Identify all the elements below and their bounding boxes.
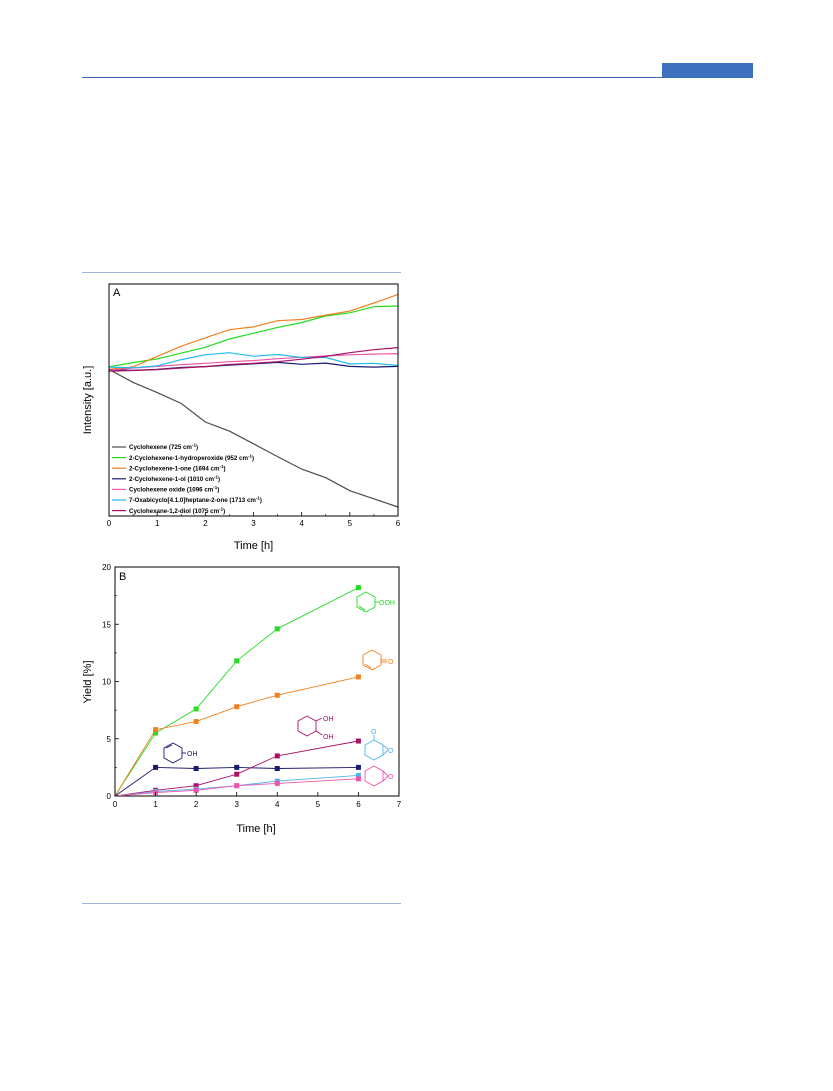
chart-a-x-tick-label: 3 bbox=[251, 519, 256, 528]
chart-a-x-tick-label: 1 bbox=[155, 519, 160, 528]
chart-b: 0 1 2 3 4 5 6 7 0 5 10 15 20 B Time [h] Yield [%] O… bbox=[82, 563, 402, 835]
chart-a: 0 1 2 3 4 5 6 A Time [h] Intensity [a.u.] Cycl… bbox=[82, 283, 401, 552]
chart-a-x-tick-label: 4 bbox=[299, 519, 304, 528]
chart-b-x-tick-label: 7 bbox=[397, 800, 402, 809]
chart-b-x-tick-label: 4 bbox=[275, 800, 280, 809]
chart-b-x-tick-label: 2 bbox=[194, 800, 199, 809]
chart-a-legend-label: 2-Cyclohexene-1-hydroperoxide (952 cm-1) bbox=[129, 453, 254, 462]
chart-a-legend-label: Cyclohexene (725 cm-1) bbox=[129, 443, 198, 452]
chart-b-data-point bbox=[193, 719, 199, 725]
chart-a-legend-label: 2-Cyclohexene-1-one (1694 cm-1) bbox=[129, 464, 226, 473]
chart-b-series-line-2 bbox=[114, 766, 359, 797]
figure-top-rule bbox=[82, 272, 401, 273]
chart-b-x-tick-label: 3 bbox=[234, 800, 239, 809]
chart-a-series-group bbox=[108, 293, 399, 508]
chart-a-legend-label: Cyclohexane-1,2-diol (1075 cm-1) bbox=[129, 506, 225, 515]
chart-b-series-line-0 bbox=[114, 587, 359, 797]
chart-a-series-line-0 bbox=[108, 368, 399, 508]
chart-b-data-point bbox=[274, 753, 280, 759]
chart-b-data-point bbox=[355, 674, 361, 680]
epoxyketone-carbonyl-label: O bbox=[371, 729, 377, 736]
diol-label-top: OH bbox=[323, 716, 334, 723]
chart-b-data-point bbox=[234, 764, 240, 770]
chart-b-series-line-5 bbox=[114, 778, 359, 797]
epoxide-structure bbox=[364, 765, 389, 787]
chart-a-x-tick-label: 5 bbox=[348, 519, 353, 528]
chart-b-data-point bbox=[355, 772, 361, 778]
chart-b-y-tick-label: 5 bbox=[107, 735, 112, 744]
chart-a-x-tick-label: 2 bbox=[203, 519, 208, 528]
chart-b-data-point bbox=[355, 764, 361, 770]
chart-a-panel-label: A bbox=[113, 287, 121, 299]
chart-b-data-point bbox=[193, 706, 199, 712]
chart-a-x-tick-label: 0 bbox=[107, 519, 112, 528]
chart-a-legend-label: Cyclohexene oxide (1096 cm-1) bbox=[129, 485, 219, 494]
diol-structure bbox=[297, 715, 323, 737]
ketone-label: O bbox=[388, 659, 394, 666]
chart-a-series-line-6 bbox=[108, 347, 399, 372]
chart-b-data-point bbox=[193, 766, 199, 772]
epoxyketone-epoxide-label: O bbox=[388, 748, 394, 755]
epoxyketone-structure bbox=[364, 735, 389, 761]
chart-b-series-line-4 bbox=[114, 774, 359, 797]
chart-b-x-tick-label: 5 bbox=[316, 800, 321, 809]
chart-b-data-point bbox=[274, 626, 280, 632]
chart-b-series-line-3 bbox=[114, 740, 359, 797]
chart-b-x-tick-label: 1 bbox=[153, 800, 158, 809]
chart-b-data-point bbox=[153, 730, 159, 736]
alcohol-structure bbox=[163, 742, 186, 764]
header-tab bbox=[662, 63, 753, 77]
chart-b-data-point bbox=[153, 727, 159, 733]
chart-b-data-point bbox=[234, 704, 240, 710]
chart-b-y-tick-label: 20 bbox=[102, 563, 111, 572]
chart-b-x-axis-title: Time [h] bbox=[236, 823, 275, 835]
chart-a-y-axis-title: Intensity [a.u.] bbox=[82, 366, 94, 434]
chart-b-series-group bbox=[114, 585, 361, 797]
chart-b-data-point bbox=[234, 658, 240, 664]
chart-b-data-point bbox=[153, 764, 159, 770]
chart-b-data-point bbox=[193, 787, 199, 793]
chart-b-panel-label: B bbox=[119, 571, 126, 583]
chart-b-plot-frame bbox=[114, 566, 400, 797]
chart-a-legend-label: 7-Oxabicyclo[4.1.0]heptane-2-one (1713 c… bbox=[129, 496, 262, 505]
chart-b-data-point bbox=[234, 783, 240, 789]
chart-b-y-tick-label: 15 bbox=[102, 620, 111, 629]
chart-a-series-line-1 bbox=[108, 305, 399, 368]
chart-b-data-point bbox=[274, 692, 280, 698]
chart-a-legend-label: 2-Cyclohexene-1-ol (1010 cm-1) bbox=[129, 475, 220, 484]
chart-a-legend: Cyclohexene (725 cm-1)2-Cyclohexene-1-hy… bbox=[112, 443, 262, 515]
chart-b-series-line-1 bbox=[114, 676, 359, 797]
chart-b-data-point bbox=[355, 738, 361, 744]
chart-b-x-axis: 0 1 2 3 4 5 6 7 bbox=[113, 792, 402, 809]
chart-b-y-axis-title: Yield [%] bbox=[82, 660, 94, 703]
header-rule bbox=[82, 77, 753, 78]
hydroperoxide-label: OOH bbox=[379, 600, 395, 607]
chart-b-data-point bbox=[234, 771, 240, 777]
figure-bottom-rule bbox=[82, 903, 401, 904]
chart-a-series-line-5 bbox=[108, 352, 399, 369]
chart-a-x-tick-label: 6 bbox=[396, 519, 401, 528]
chart-a-x-axis-title: Time [h] bbox=[234, 540, 273, 552]
chart-b-x-tick-label: 6 bbox=[356, 800, 361, 809]
chart-a-series-line-2 bbox=[108, 293, 399, 370]
epoxide-label: O bbox=[388, 774, 394, 781]
chart-b-data-point bbox=[355, 776, 361, 782]
chart-b-data-point bbox=[355, 585, 361, 591]
chart-b-data-point bbox=[274, 780, 280, 786]
alcohol-label: OH bbox=[187, 751, 198, 758]
chart-a-x-axis: 0 1 2 3 4 5 6 bbox=[107, 512, 401, 528]
chart-b-data-point bbox=[274, 766, 280, 772]
chart-b-x-tick-label: 0 bbox=[113, 800, 118, 809]
ketone-structure bbox=[362, 649, 387, 671]
chart-b-data-point bbox=[193, 783, 199, 789]
chart-b-y-axis: 0 5 10 15 20 bbox=[102, 563, 119, 801]
hydroperoxide-structure bbox=[356, 591, 379, 613]
diol-label-bottom: OH bbox=[323, 734, 334, 741]
chart-b-y-tick-label: 0 bbox=[107, 792, 112, 801]
chart-b-y-tick-label: 10 bbox=[102, 678, 111, 687]
